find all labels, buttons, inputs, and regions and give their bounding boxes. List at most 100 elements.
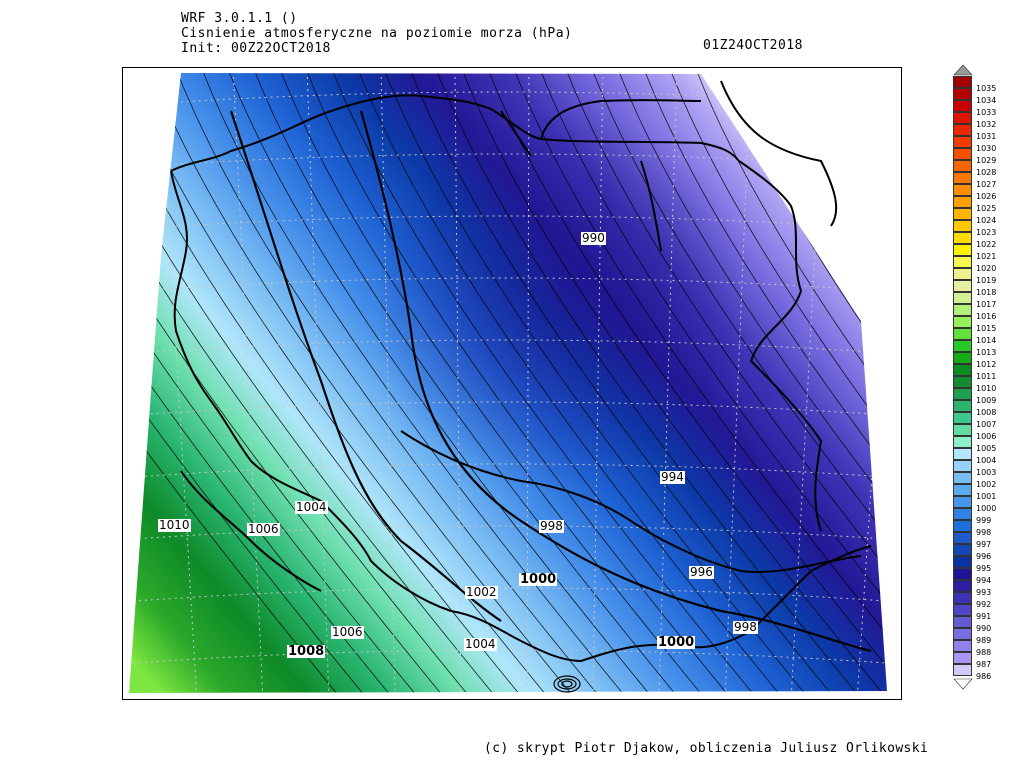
legend-label: 1010 xyxy=(976,384,997,393)
legend-label: 1000 xyxy=(976,504,997,513)
legend-swatch-1032 xyxy=(953,112,972,124)
legend-swatch-987 xyxy=(953,652,972,664)
legend-swatch-1021 xyxy=(953,244,972,256)
thick-isobars xyxy=(229,110,872,653)
legend-label: 1021 xyxy=(976,252,997,261)
legend-swatch-1000 xyxy=(953,496,972,508)
legend-label: 1017 xyxy=(976,300,997,309)
legend-label: 988 xyxy=(976,648,992,657)
isobar-label: 998 xyxy=(539,519,564,533)
isobar-label: 996 xyxy=(689,565,714,579)
init-time: Init: 00Z22OCT2018 xyxy=(181,41,331,56)
legend-swatch-1035 xyxy=(953,76,972,88)
legend-swatch-1019 xyxy=(953,268,972,280)
legend-swatch-1029 xyxy=(953,148,972,160)
legend-label: 1007 xyxy=(976,420,997,429)
legend-label: 1034 xyxy=(976,96,997,105)
legend-label: 1001 xyxy=(976,492,997,501)
legend-label: 1009 xyxy=(976,396,997,405)
isobar-label: 1008 xyxy=(287,644,326,659)
legend-label: 1002 xyxy=(976,480,997,489)
legend-label: 998 xyxy=(976,528,992,537)
legend-label: 1016 xyxy=(976,312,997,321)
legend-swatch-1006 xyxy=(953,424,972,436)
isobar-label: 1004 xyxy=(295,500,328,514)
legend-swatch-1025 xyxy=(953,196,972,208)
legend-swatch-1028 xyxy=(953,160,972,172)
legend-swatch-1026 xyxy=(953,184,972,196)
legend-label: 1028 xyxy=(976,168,997,177)
isobar-label: 1006 xyxy=(331,625,364,639)
legend-swatch-1018 xyxy=(953,280,972,292)
legend-swatch-1031 xyxy=(953,124,972,136)
legend-swatch-1009 xyxy=(953,388,972,400)
legend-swatch-1024 xyxy=(953,208,972,220)
legend-swatch-1003 xyxy=(953,460,972,472)
legend-label: 1018 xyxy=(976,288,997,297)
legend-label: 1006 xyxy=(976,432,997,441)
legend-swatch-1020 xyxy=(953,256,972,268)
legend-swatch-998 xyxy=(953,520,972,532)
legend-label: 1011 xyxy=(976,372,997,381)
legend-label: 1023 xyxy=(976,228,997,237)
legend-label: 986 xyxy=(976,672,992,681)
isobar-label: 994 xyxy=(660,470,685,484)
legend-swatch-994 xyxy=(953,568,972,580)
legend-swatch-1011 xyxy=(953,364,972,376)
legend-swatch-1005 xyxy=(953,436,972,448)
legend-swatch-1004 xyxy=(953,448,972,460)
credit-line: (c) skrypt Piotr Djakow, obliczenia Juli… xyxy=(484,741,929,756)
legend-top-arrow xyxy=(953,64,973,76)
isobar-label: 1002 xyxy=(465,585,498,599)
legend-label: 1033 xyxy=(976,108,997,117)
isobar-label: 1000 xyxy=(519,572,558,587)
legend-label: 1015 xyxy=(976,324,997,333)
legend-bottom-arrow xyxy=(953,678,973,690)
legend-swatch-1016 xyxy=(953,304,972,316)
isobar-label: 1004 xyxy=(464,637,497,651)
legend-label: 1014 xyxy=(976,336,997,345)
valid-time: 01Z24OCT2018 xyxy=(703,38,803,53)
legend-label: 1032 xyxy=(976,120,997,129)
legend-label: 1024 xyxy=(976,216,997,225)
legend-swatch-1002 xyxy=(953,472,972,484)
legend-label: 1003 xyxy=(976,468,997,477)
legend-label: 992 xyxy=(976,600,992,609)
legend-swatch-999 xyxy=(953,508,972,520)
isobar-label: 990 xyxy=(581,231,606,245)
legend-label: 1026 xyxy=(976,192,997,201)
legend-label: 1022 xyxy=(976,240,997,249)
legend-swatch-986 xyxy=(953,664,972,676)
legend-label: 1005 xyxy=(976,444,997,453)
legend-swatch-1034 xyxy=(953,88,972,100)
variable-title: Cisnienie atmosferyczne na poziomie morz… xyxy=(181,26,573,41)
pressure-field xyxy=(129,73,887,693)
legend-swatch-993 xyxy=(953,580,972,592)
legend-swatch-995 xyxy=(953,556,972,568)
legend-swatch-988 xyxy=(953,640,972,652)
mountain-low xyxy=(553,675,581,693)
legend-label: 997 xyxy=(976,540,992,549)
legend-label: 1027 xyxy=(976,180,997,189)
legend-swatch-1007 xyxy=(953,412,972,424)
legend-label: 989 xyxy=(976,636,992,645)
legend-label: 1004 xyxy=(976,456,997,465)
legend-label: 1012 xyxy=(976,360,997,369)
legend-swatch-1017 xyxy=(953,292,972,304)
isobar-label: 1006 xyxy=(247,522,280,536)
legend-swatch-996 xyxy=(953,544,972,556)
legend-label: 1030 xyxy=(976,144,997,153)
legend-label: 999 xyxy=(976,516,992,525)
legend-label: 996 xyxy=(976,552,992,561)
legend-label: 1013 xyxy=(976,348,997,357)
legend-swatch-1023 xyxy=(953,220,972,232)
legend-swatch-1022 xyxy=(953,232,972,244)
legend-swatch-1015 xyxy=(953,316,972,328)
legend-swatch-989 xyxy=(953,628,972,640)
legend-swatch-997 xyxy=(953,532,972,544)
legend-swatch-990 xyxy=(953,616,972,628)
legend-label: 1035 xyxy=(976,84,997,93)
legend-label: 991 xyxy=(976,612,992,621)
legend-swatch-1027 xyxy=(953,172,972,184)
legend-swatch-1008 xyxy=(953,400,972,412)
